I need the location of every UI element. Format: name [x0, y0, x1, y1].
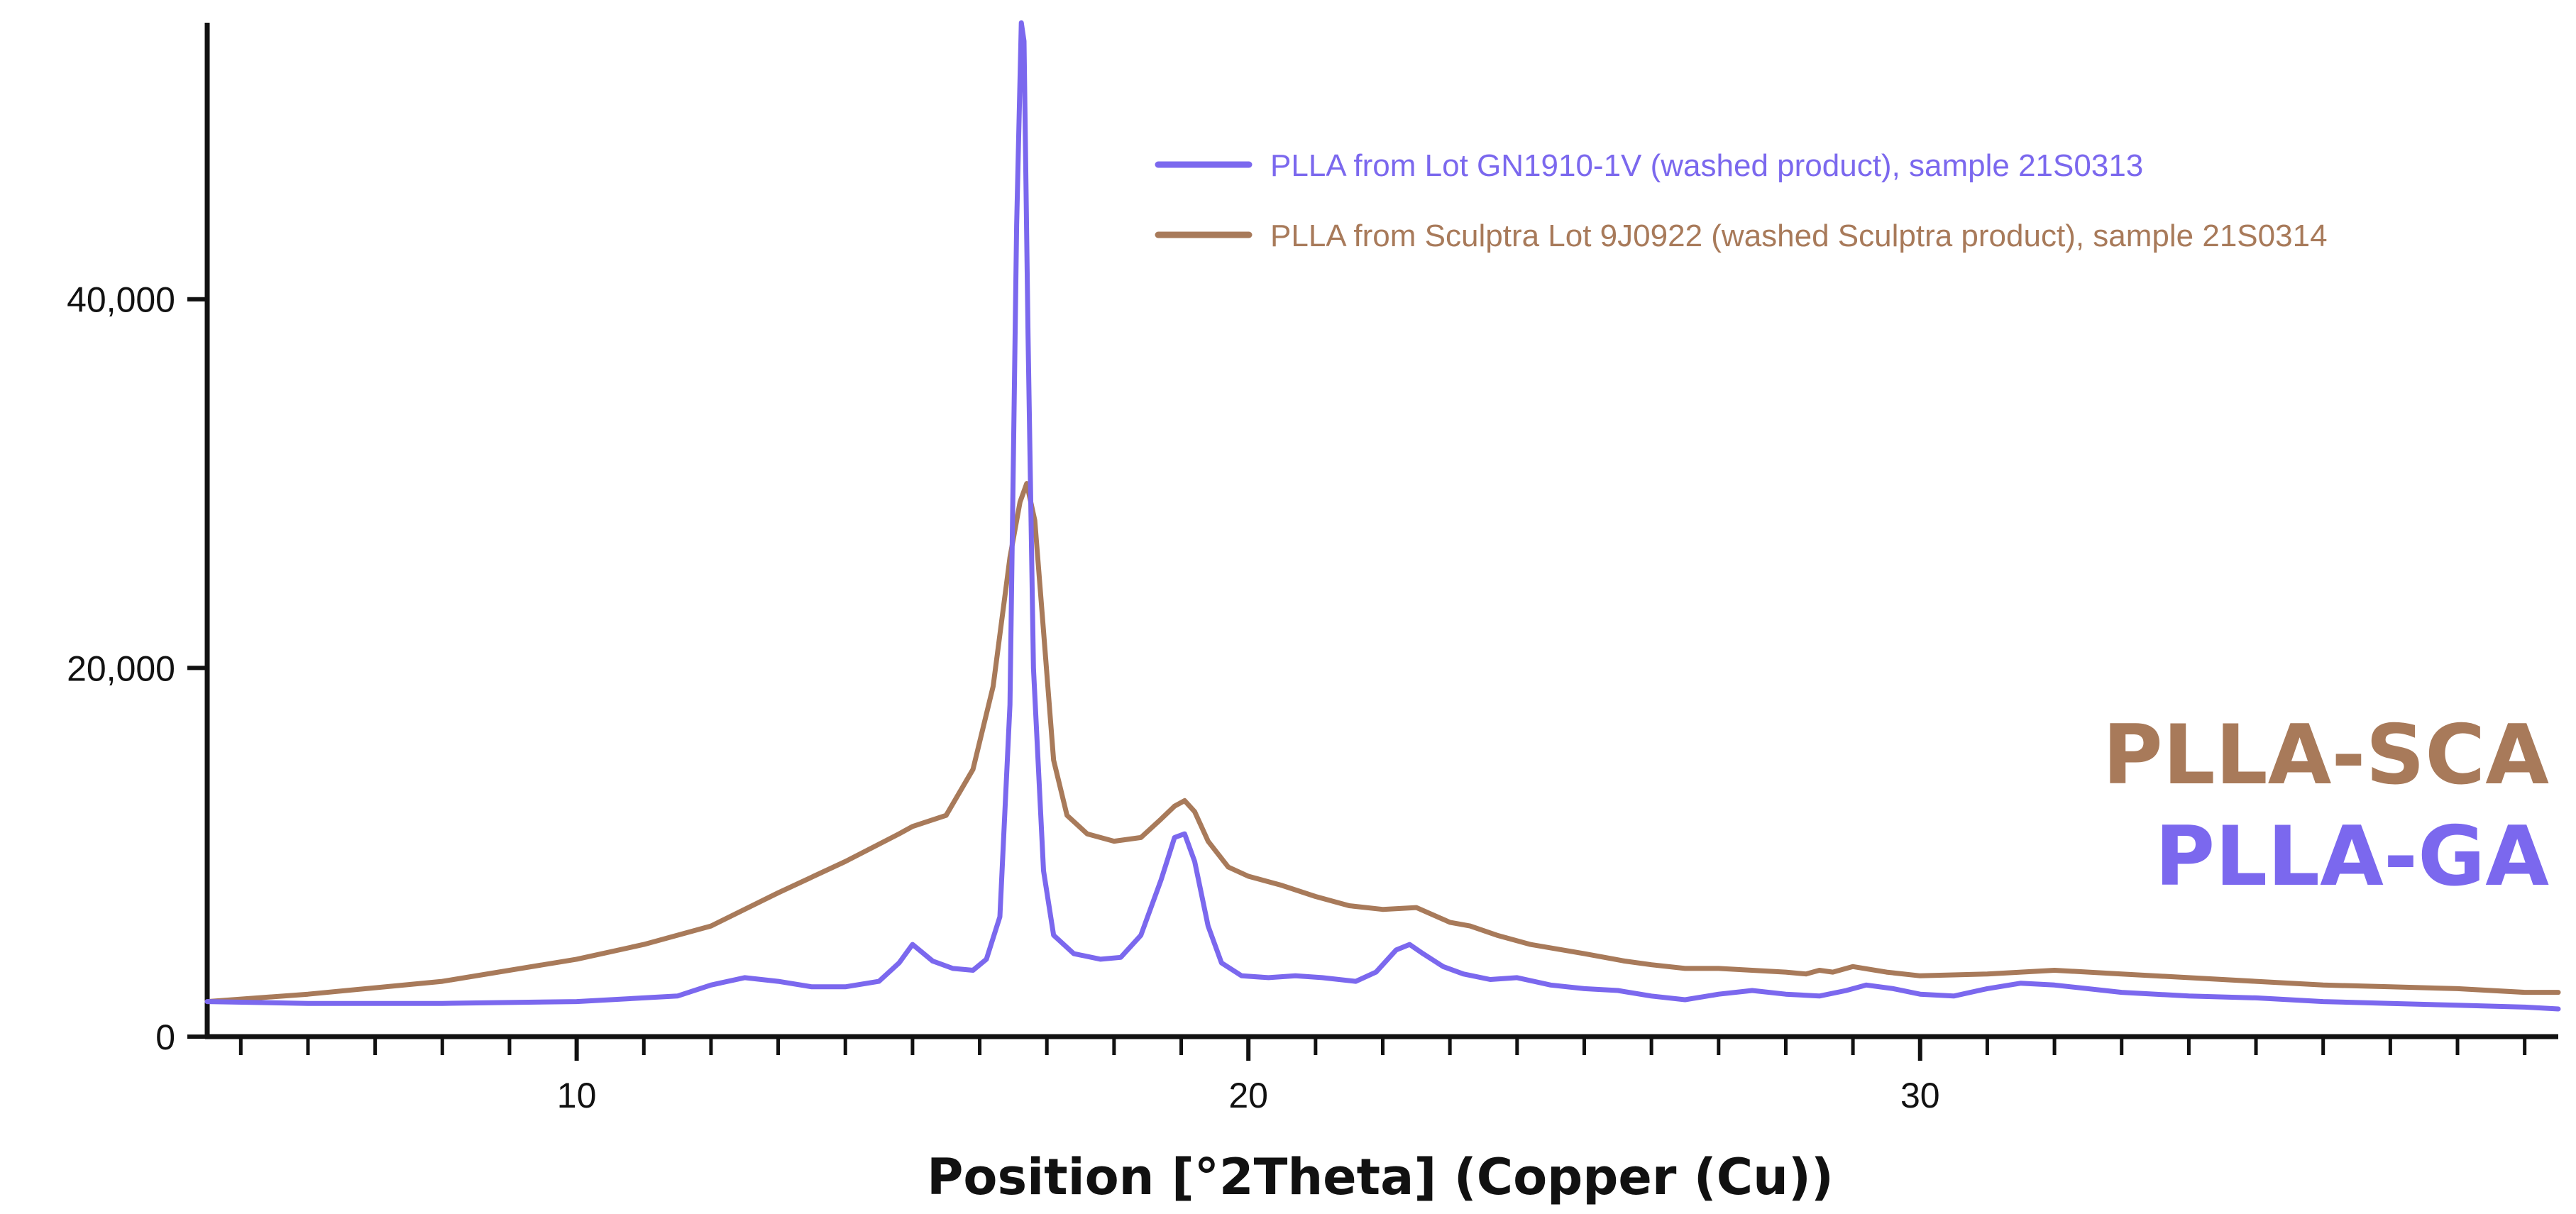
- series-layer: [204, 20, 2561, 1012]
- y-tick-label: 0: [155, 1017, 175, 1057]
- x-axis-title: Position [°2Theta] (Copper (Cu)): [927, 1148, 1834, 1206]
- legend-label-ga: PLLA from Lot GN1910-1V (washed product)…: [1270, 148, 2143, 183]
- x-tick-label: 30: [1900, 1076, 1940, 1115]
- y-ticks: 0 20,000 40,000: [67, 280, 207, 1057]
- x-ticks: 10 20 30: [238, 1037, 2527, 1115]
- x-tick-label: 20: [1228, 1076, 1268, 1115]
- legend-item-sca: PLLA from Sculptra Lot 9J0922 (washed Sc…: [1155, 219, 2328, 253]
- series-label-sca: PLLA-SCA: [2103, 707, 2549, 803]
- y-tick-label: 20,000: [67, 649, 175, 688]
- series-label-ga: PLLA-GA: [2154, 809, 2549, 905]
- y-tick-label: 40,000: [67, 280, 175, 320]
- legend-item-ga: PLLA from Lot GN1910-1V (washed product)…: [1155, 148, 2143, 183]
- legend-label-sca: PLLA from Sculptra Lot 9J0922 (washed Sc…: [1270, 219, 2328, 253]
- x-tick-label: 10: [557, 1076, 597, 1115]
- legend: PLLA from Lot GN1910-1V (washed product)…: [1155, 148, 2328, 253]
- series-line-ga: [204, 20, 2561, 1012]
- series-line-sca: [204, 481, 2561, 1005]
